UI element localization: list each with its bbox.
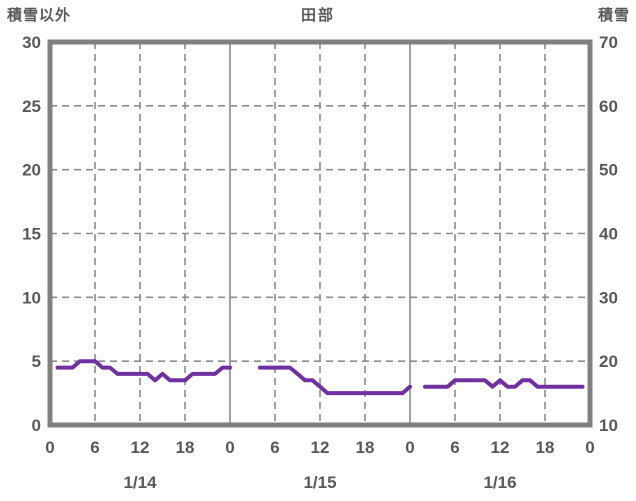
hour-tick-label: 18 [176,438,195,457]
hour-tick-label: 18 [356,438,375,457]
date-label: 1/15 [303,473,336,492]
right-axis-title: 積雪 [597,7,630,24]
left-axis-title: 積雪以外 [7,7,72,24]
right-tick-label: 50 [599,161,618,180]
left-tick-label: 10 [22,288,41,307]
hour-tick-label: 6 [90,438,99,457]
hour-tick-label: 12 [311,438,330,457]
hour-tick-label: 12 [131,438,150,457]
hour-tick-label: 0 [45,438,54,457]
chart-title: 田部 [300,7,335,24]
left-tick-label: 30 [22,33,41,52]
series-segment-1/14 [55,359,232,383]
left-tick-label: 25 [22,97,41,116]
right-tick-label: 70 [599,33,618,52]
right-tick-label: 40 [599,225,618,244]
series-segment-1/16 [423,378,585,389]
plot-frame [47,39,593,428]
date-label: 1/14 [123,473,157,492]
hour-tick-label: 6 [270,438,279,457]
right-tick-label: 20 [599,352,618,371]
hour-tick-label: 12 [491,438,510,457]
date-label: 1/16 [483,473,516,492]
hour-tick-label: 18 [536,438,555,457]
hour-tick-label: 0 [405,438,414,457]
left-tick-label: 15 [22,225,41,244]
left-tick-label: 20 [22,161,41,180]
hour-tick-label: 6 [450,438,459,457]
right-tick-label: 10 [599,416,618,435]
hour-tick-label-end: 0 [585,438,594,457]
right-tick-label: 30 [599,288,618,307]
left-tick-label: 0 [32,416,41,435]
hour-tick-label: 0 [225,438,234,457]
series-segment-1/15 [258,365,412,396]
right-tick-label: 60 [599,97,618,116]
left-tick-label: 5 [32,352,41,371]
